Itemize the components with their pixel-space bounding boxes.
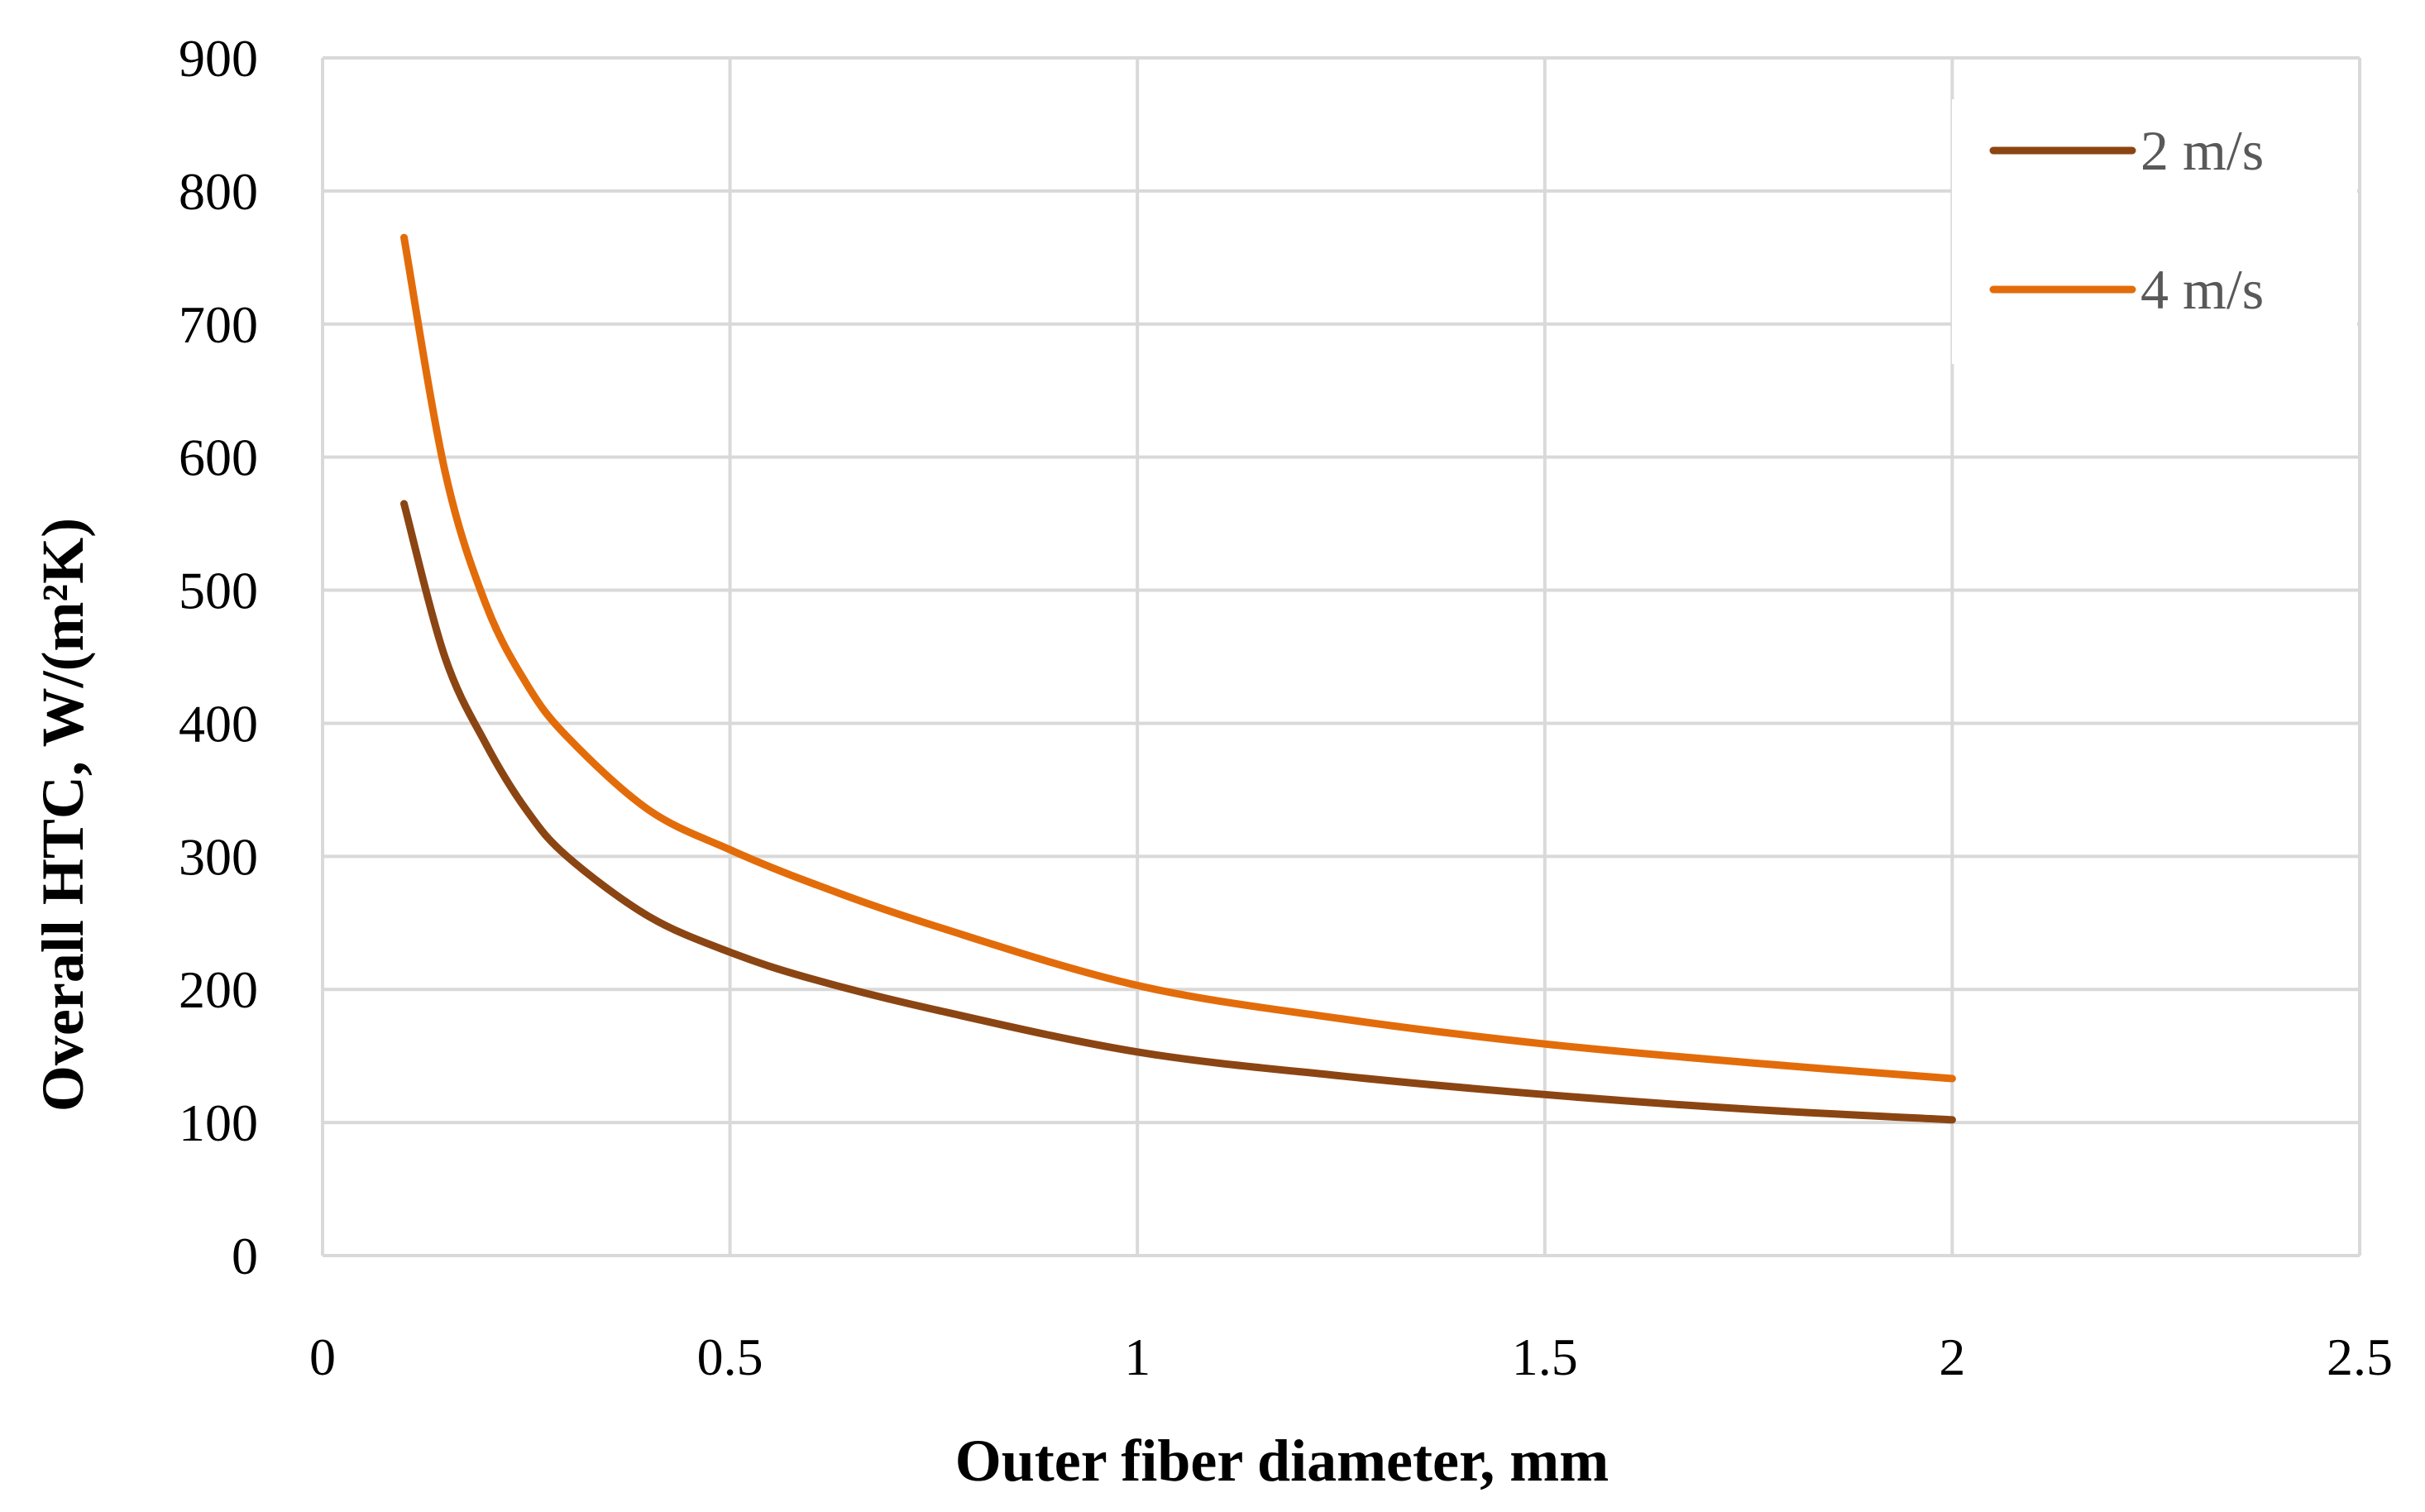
y-tick-label: 600 (179, 428, 258, 487)
y-tick-label: 300 (179, 827, 258, 886)
y-tick-label: 200 (179, 960, 258, 1019)
x-tick-label: 0.5 (697, 1328, 763, 1386)
y-tick-label: 700 (179, 295, 258, 354)
grid (321, 56, 2361, 1257)
y-axis-title: Overall HTC, W/(m²K) (30, 518, 96, 1112)
x-tick-label: 1 (1124, 1328, 1150, 1386)
x-tick-label: 2 (1939, 1328, 1965, 1386)
tick-labels: 0 100 200 300 400 500 600 700 800 900 0 0.5 1 1.5 2 2.5 (179, 29, 2393, 1386)
series-lines (400, 233, 1956, 1124)
series-line-2 (400, 233, 1956, 1083)
y-tick-label: 800 (179, 162, 258, 221)
y-tick-label: 0 (232, 1227, 258, 1285)
y-tick-label: 500 (179, 562, 258, 620)
legend: 2 m/s 4 m/s (1952, 99, 2357, 364)
x-tick-label: 2.5 (2327, 1328, 2393, 1386)
x-tick-label: 0 (309, 1328, 336, 1386)
series-line-1 (400, 500, 1956, 1124)
legend-label-1: 2 m/s (2140, 119, 2264, 182)
legend-label-2: 4 m/s (2140, 258, 2264, 321)
x-tick-label: 1.5 (1512, 1328, 1578, 1386)
y-tick-label: 900 (179, 29, 258, 88)
x-axis-title: Outer fiber diameter, mm (955, 1428, 1609, 1494)
y-tick-label: 100 (179, 1093, 258, 1152)
legend-background (1952, 99, 2357, 364)
y-tick-label: 400 (179, 694, 258, 753)
